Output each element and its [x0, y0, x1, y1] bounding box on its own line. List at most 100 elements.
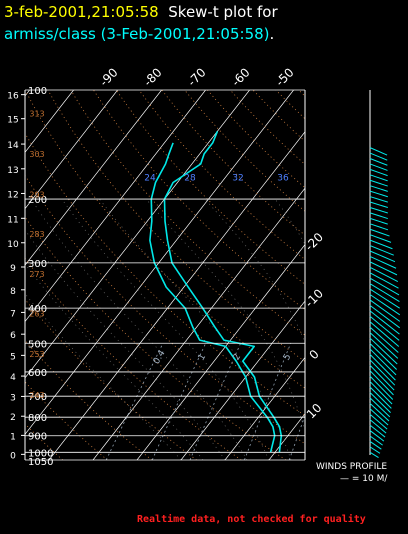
- isotherm: [313, 90, 408, 460]
- wind-profile-scale: — = 10 M/: [340, 474, 388, 484]
- theta-label: 303: [29, 150, 44, 159]
- wind-barbs: [369, 147, 401, 458]
- wind-barb: [369, 402, 390, 422]
- wind-barb: [369, 392, 391, 414]
- title-date: 3-feb-2001,21:05:58: [4, 3, 159, 21]
- wind-barb: [369, 196, 388, 203]
- wind-barb: [369, 217, 388, 225]
- km-tick-label: 6: [10, 331, 16, 341]
- mixing-ratio-label: 5: [282, 352, 294, 362]
- theta-label: 263: [29, 310, 44, 319]
- pressure-tick-label: 100: [28, 86, 47, 97]
- km-tick-label: 14: [7, 141, 19, 151]
- km-tick-label: 3: [10, 393, 16, 403]
- dry-adiabat: [25, 132, 305, 417]
- theta-label: 313: [29, 109, 44, 118]
- temperature-label-right: 0: [307, 347, 322, 362]
- wind-profile-title: WINDS PROFILE: [316, 462, 388, 472]
- mixing-ratio-line: [105, 343, 164, 460]
- title-text: Skew-t plot for: [168, 3, 278, 21]
- chart-subtitle: armiss/class (3-Feb-2001,21:05:58).: [4, 25, 274, 43]
- wind-barb: [369, 239, 393, 250]
- moist-adiabat: [344, 199, 379, 460]
- wind-barb: [369, 413, 388, 430]
- temperature-profile: [163, 130, 283, 453]
- wind-barb: [369, 354, 396, 381]
- dry-adiabat: [47, 90, 305, 362]
- theta-label: 253: [29, 350, 44, 359]
- pressure-tick-label: 400: [28, 304, 47, 315]
- wind-barb: [369, 315, 400, 341]
- wind-barb: [369, 228, 390, 237]
- mixing-ratio-label: 0.4: [152, 348, 168, 366]
- wind-barb: [369, 370, 394, 396]
- dewpoint-profile: [149, 142, 276, 453]
- temperature-label-top: -70: [185, 65, 209, 89]
- temperature-label-right: 10: [304, 401, 325, 422]
- km-tick-label: 11: [7, 215, 18, 225]
- wind-barb: [369, 266, 399, 282]
- wind-barb: [369, 381, 393, 405]
- wind-barb: [369, 158, 388, 166]
- wind-barb: [369, 419, 387, 434]
- isotherm: [180, 300, 305, 460]
- temperature-label-top: -50: [273, 65, 297, 89]
- mixing-ratio-label-upper: 36: [277, 174, 289, 184]
- wind-barb: [369, 446, 381, 454]
- mixing-ratio-label-upper: 24: [144, 174, 156, 184]
- temperature-label-right: -10: [302, 286, 326, 310]
- wind-barb: [369, 375, 394, 400]
- mixing-ratio-line: [288, 414, 305, 460]
- wind-barb: [369, 288, 400, 309]
- wind-barb: [369, 441, 382, 450]
- pressure-tick-label: 1000: [28, 448, 53, 459]
- km-tick-label: 15: [7, 116, 18, 126]
- km-tick-label: 13: [7, 166, 18, 176]
- pressure-tick-label: 900: [28, 432, 47, 443]
- wind-barb: [369, 245, 394, 256]
- dry-adiabat: [25, 339, 153, 460]
- temperature-label-top: -60: [229, 65, 253, 89]
- moist-adiabat: [99, 198, 292, 460]
- moist-adiabat: [25, 263, 204, 460]
- isotherm: [92, 187, 305, 460]
- wind-barb: [369, 261, 398, 276]
- mixing-ratio-label-upper: 28: [184, 174, 196, 184]
- mixing-ratio-line: [151, 343, 207, 460]
- wind-barb: [369, 397, 391, 418]
- temperature-label-right: -20: [302, 230, 326, 254]
- pressure-tick-label: 300: [28, 259, 47, 270]
- isotherm: [25, 90, 118, 210]
- wind-barb: [369, 147, 388, 156]
- km-tick-label: 0: [10, 451, 16, 461]
- temperature-label-top: -90: [97, 65, 121, 89]
- mixing-ratio-label-upper: 32: [232, 174, 243, 184]
- wind-barb: [369, 255, 397, 269]
- theta-label: 243: [29, 391, 44, 400]
- wind-barb: [369, 250, 396, 263]
- wind-barb: [369, 337, 398, 365]
- plot-area: [25, 90, 408, 460]
- isotherm: [224, 356, 305, 460]
- moist-adiabat: [25, 293, 182, 460]
- moist-adiabat: [61, 198, 270, 460]
- wind-barb: [369, 283, 400, 302]
- title-period: .: [269, 25, 275, 43]
- km-tick-label: 10: [7, 240, 19, 250]
- chart-title: 3-feb-2001,21:05:58 Skew-t plot for: [4, 3, 278, 21]
- mixing-ratio-label: 1: [197, 352, 209, 362]
- km-tick-label: 9: [10, 264, 16, 274]
- isotherm: [48, 131, 305, 460]
- isotherm: [25, 90, 294, 435]
- wind-barb: [369, 305, 400, 329]
- isotherm: [401, 90, 408, 460]
- wind-barb: [369, 408, 389, 426]
- moist-adiabats: [25, 198, 379, 460]
- wind-barb: [369, 332, 399, 359]
- title-source: armiss/class (3-Feb-2001,21:05:58): [4, 25, 270, 43]
- km-tick-label: 4: [10, 373, 16, 383]
- dry-adiabat: [70, 90, 305, 336]
- theta-label: 273: [29, 270, 44, 279]
- pressure-tick-label: 200: [28, 195, 47, 206]
